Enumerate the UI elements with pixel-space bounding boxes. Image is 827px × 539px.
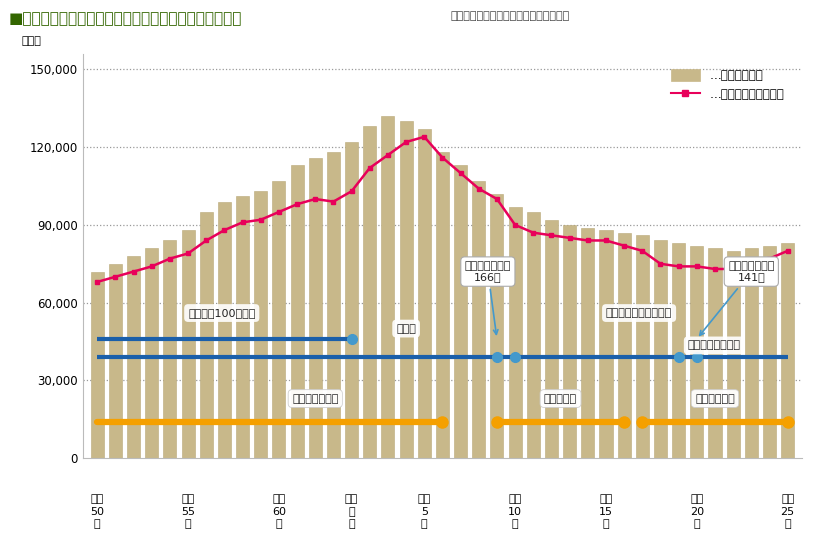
Bar (454, 165, 467, 458)
Text: 神奈川県学校基本調査より中萬学院作成: 神奈川県学校基本調査より中萬学院作成 (451, 11, 570, 21)
Bar (91, 272, 103, 458)
Text: 前期後期選抜: 前期後期選抜 (696, 393, 735, 404)
Bar (290, 165, 304, 458)
Bar (164, 240, 176, 458)
Bar (563, 225, 576, 458)
Bar (436, 153, 449, 458)
Bar (709, 248, 721, 458)
Bar (218, 202, 231, 458)
Text: 学区制: 学区制 (396, 323, 416, 334)
Text: 昭和
60
年: 昭和 60 年 (272, 494, 286, 529)
Text: 県立高校100校計画: 県立高校100校計画 (188, 308, 256, 318)
Bar (109, 264, 122, 458)
Text: 昭和
50
年: 昭和 50 年 (90, 494, 104, 529)
Text: 平成
10
年: 平成 10 年 (508, 494, 522, 529)
Text: 平成
25
年: 平成 25 年 (781, 494, 795, 529)
Bar (308, 157, 322, 458)
Bar (727, 251, 739, 458)
Text: 平成
5
年: 平成 5 年 (418, 494, 431, 529)
Bar (691, 246, 703, 458)
Bar (272, 181, 285, 458)
Text: 県立高校学区撤廃: 県立高校学区撤廃 (688, 341, 741, 350)
Text: 県立高校改革推進計画: 県立高校改革推進計画 (606, 308, 672, 318)
Bar (127, 256, 140, 458)
Text: 全日制県立高校
166校: 全日制県立高校 166校 (465, 261, 511, 334)
Bar (327, 153, 340, 458)
Bar (763, 246, 776, 458)
Bar (418, 129, 431, 458)
Bar (618, 233, 631, 458)
Bar (745, 248, 758, 458)
Bar (527, 212, 540, 458)
Bar (509, 207, 522, 458)
Text: ア・テスト時代: ア・テスト時代 (292, 393, 338, 404)
Text: 複数志願制: 複数志願制 (544, 393, 577, 404)
Bar (545, 220, 558, 458)
Legend: …中学卒業生数, …高等学校等進学者数: …中学卒業生数, …高等学校等進学者数 (666, 64, 789, 105)
Bar (636, 236, 649, 458)
Bar (782, 243, 794, 458)
Text: 平成
15
年: 平成 15 年 (599, 494, 613, 529)
Bar (600, 230, 613, 458)
Bar (199, 212, 213, 458)
Bar (254, 191, 267, 458)
Bar (236, 196, 249, 458)
Bar (345, 142, 358, 458)
Bar (381, 116, 394, 458)
Bar (363, 127, 376, 458)
Bar (399, 121, 413, 458)
Bar (581, 227, 595, 458)
Text: （人）: （人） (22, 36, 41, 46)
Text: 全日制県立高校
141校: 全日制県立高校 141校 (700, 261, 775, 335)
Bar (672, 243, 686, 458)
Text: 平成
20
年: 平成 20 年 (690, 494, 704, 529)
Text: 昭和
55
年: 昭和 55 年 (181, 494, 195, 529)
Bar (472, 181, 485, 458)
Text: ■神奈川県中学校卒業生数と高等学校等進学者数の推移: ■神奈川県中学校卒業生数と高等学校等進学者数の推移 (8, 11, 241, 26)
Bar (490, 194, 504, 458)
Text: 平成
元
年: 平成 元 年 (345, 494, 358, 529)
Bar (182, 230, 194, 458)
Bar (654, 240, 667, 458)
Bar (146, 248, 158, 458)
